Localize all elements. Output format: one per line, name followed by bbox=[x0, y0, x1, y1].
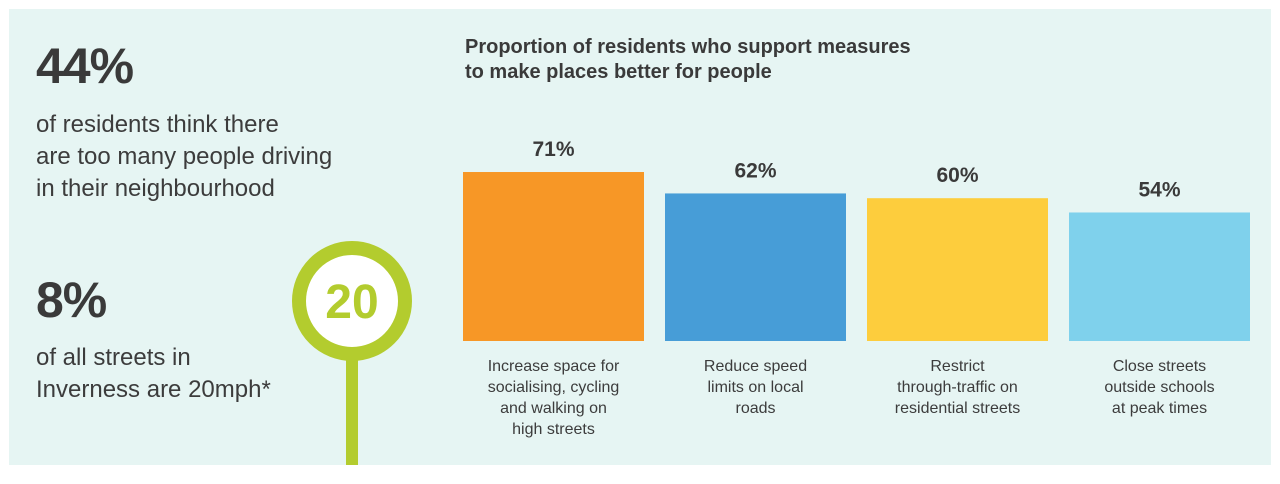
infographic-panel: 44% of residents think there are too man… bbox=[9, 9, 1271, 465]
category-label-line: Close streets bbox=[1112, 358, 1207, 375]
bar-2 bbox=[665, 193, 846, 341]
bar-value-label: 71% bbox=[532, 138, 574, 161]
stat-driving-value: 44% bbox=[36, 38, 134, 94]
category-label: Increase space for socialising, cycling an… bbox=[454, 356, 654, 440]
stat-driving-description: of residents think there are too many pe… bbox=[36, 109, 332, 205]
category-label-line: outside schools bbox=[1104, 379, 1215, 396]
bar-1 bbox=[463, 172, 644, 341]
bar-3 bbox=[867, 198, 1048, 341]
bar-value-label: 62% bbox=[734, 159, 776, 182]
category-label-line: through-traffic on bbox=[897, 379, 1018, 396]
category-label-line: Restrict bbox=[930, 358, 985, 375]
sign-pole bbox=[346, 339, 358, 465]
bar-value-label: 54% bbox=[1138, 178, 1180, 201]
speed-limit-sign-icon: 20 bbox=[292, 241, 412, 465]
stat-20mph-value: 8% bbox=[36, 272, 107, 328]
stat-20mph-line: Inverness are 20mph* bbox=[36, 376, 271, 403]
category-label-line: roads bbox=[735, 400, 776, 417]
stat-driving-line: of residents think there bbox=[36, 111, 279, 138]
category-label-line: limits on local bbox=[707, 379, 804, 396]
category-label-line: Reduce speed bbox=[703, 358, 808, 375]
stat-20mph-line: of all streets in bbox=[36, 344, 191, 371]
category-label-line: high streets bbox=[512, 421, 595, 438]
category-label: Close streets outside schools at peak time… bbox=[1060, 356, 1260, 419]
category-label: Restrict through-traffic on residential st… bbox=[858, 356, 1058, 419]
chart-title-line: to make places better for people bbox=[465, 61, 772, 83]
category-label-line: residential streets bbox=[894, 400, 1021, 417]
stat-driving-line: are too many people driving bbox=[36, 143, 333, 170]
category-label-line: socialising, cycling bbox=[487, 379, 620, 396]
category-label: Reduce speed limits on local roads bbox=[656, 356, 856, 419]
category-label-line: at peak times bbox=[1111, 400, 1208, 417]
chart-title: Proportion of residents who support meas… bbox=[465, 35, 911, 85]
sign-ring bbox=[292, 241, 412, 361]
bar-4 bbox=[1069, 212, 1250, 341]
category-label-line: and walking on bbox=[500, 400, 607, 417]
bar-chart: 71% 62% 60% 54% bbox=[463, 138, 1250, 341]
bar-value-label: 60% bbox=[936, 164, 978, 187]
stat-driving-line: in their neighbourhood bbox=[36, 175, 275, 202]
sign-number: 20 bbox=[325, 276, 378, 329]
chart-title-line: Proportion of residents who support meas… bbox=[465, 36, 911, 58]
category-label-line: Increase space for bbox=[487, 358, 620, 375]
stat-20mph-description: of all streets in Inverness are 20mph* bbox=[36, 342, 271, 406]
